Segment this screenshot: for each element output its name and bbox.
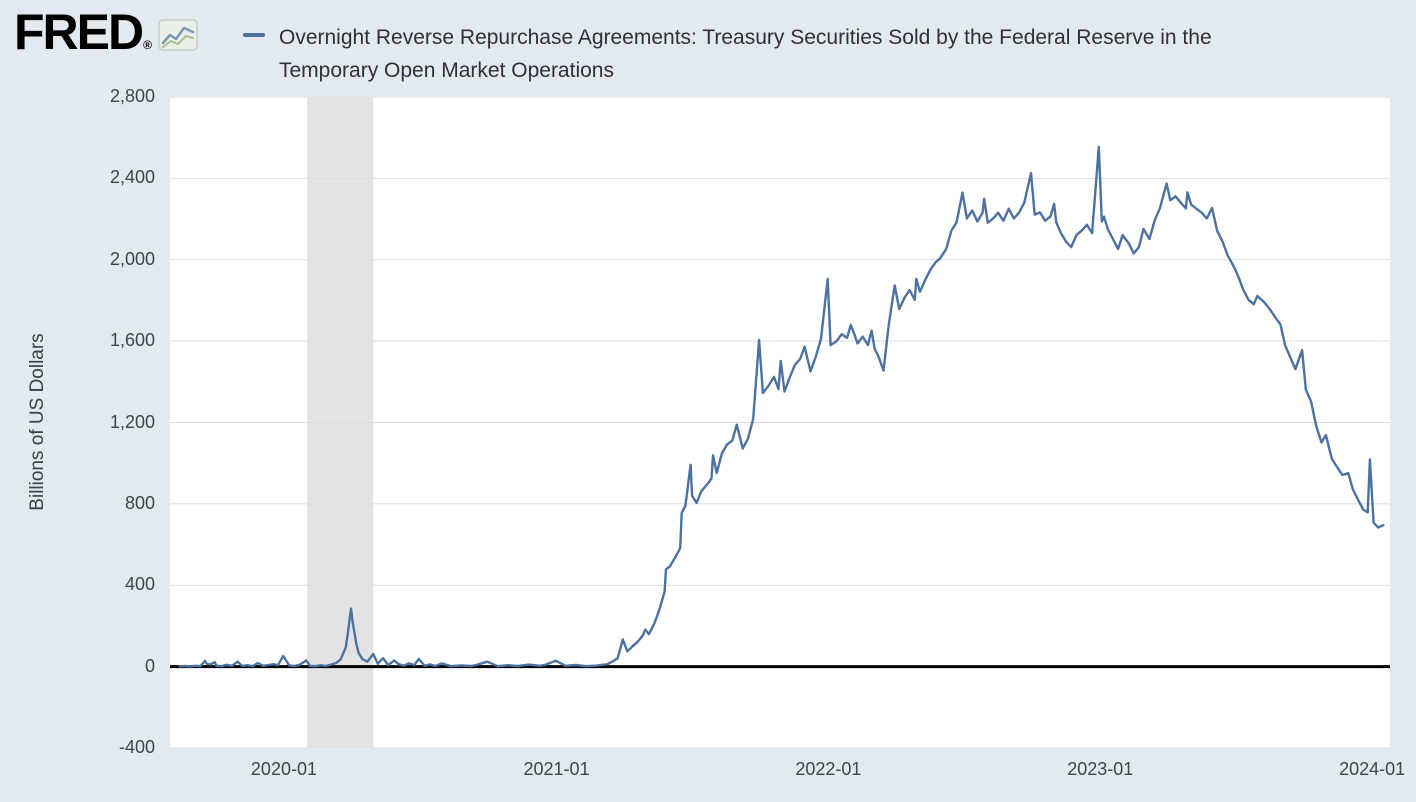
x-tick-label: 2023-01 [1067,759,1134,779]
y-axis-title: Billions of US Dollars [27,333,48,511]
y-tick-label: 0 [144,655,155,676]
chart-title-line-2: Temporary Open Market Operations [279,59,614,82]
registered-trademark-symbol: ® [143,38,152,52]
x-tick-label: 2021-01 [523,759,590,779]
y-tick-label: 2,400 [109,167,155,188]
y-tick-label: 1,600 [109,330,155,351]
y-tick-label: 2,000 [109,248,155,269]
series-legend-line [243,33,265,37]
x-tick-label: 2020-01 [250,759,317,779]
y-tick-label: 400 [124,574,155,595]
y-tick-label: 2,800 [109,86,155,106]
series-legend: Overnight Reverse Repurchase Agreements:… [243,21,1212,87]
plot-area[interactable] [170,97,1390,748]
y-tick-label: 800 [124,492,155,513]
fred-logo-graph-icon [158,19,198,51]
y-tick-label: -400 [118,737,155,757]
fred-logo-text: FRED [14,4,144,60]
x-tick-label: 2022-01 [795,759,862,779]
series-line-chart [170,97,1390,748]
chart-title-line-1: Overnight Reverse Repurchase Agreements:… [279,26,1212,49]
series-line [178,145,1385,668]
y-tick-label: 1,200 [109,411,155,432]
header: FRED ® Overnight Reverse Repurchase Agre… [0,0,1416,96]
x-tick-label: 2024-01 [1339,759,1406,779]
fred-logo[interactable]: FRED ® [14,4,198,60]
chart-title[interactable]: Overnight Reverse Repurchase Agreements:… [279,21,1212,87]
